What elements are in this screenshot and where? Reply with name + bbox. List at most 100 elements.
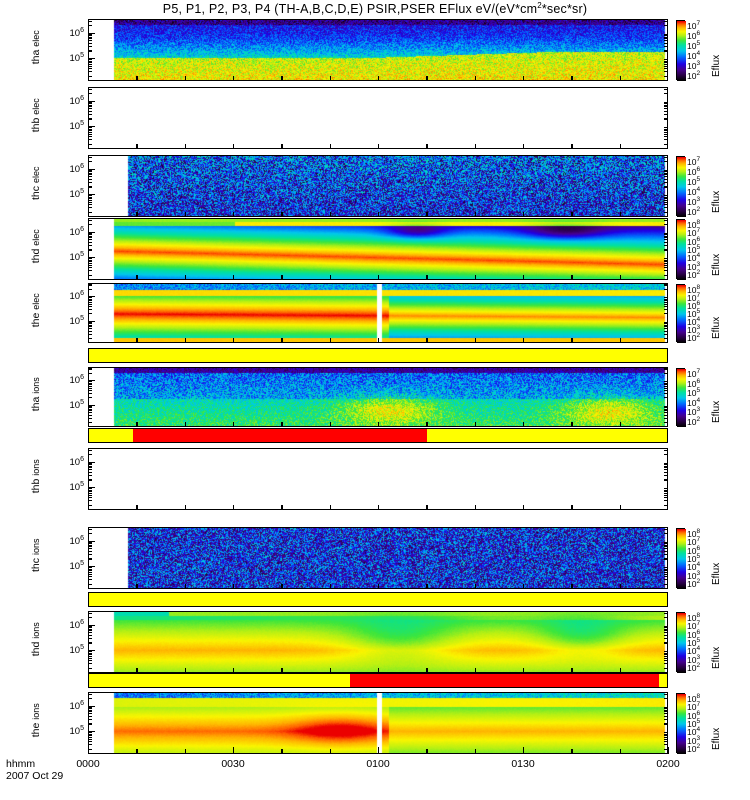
colorbar-tick-labels-thd-ions: 108 107 106 105 104 103 102 <box>687 611 713 673</box>
yaxis-minor-tick <box>664 667 668 669</box>
colorbar-title-text: Eflux <box>711 253 722 276</box>
colorbar-tick-label: 106 <box>687 300 701 311</box>
panel-thb-ions <box>88 448 668 510</box>
yaxis-minor-tick <box>88 464 92 466</box>
yaxis-minor-tick <box>664 576 668 578</box>
xaxis-tick <box>571 584 573 589</box>
yaxis-minor-tick <box>88 106 92 108</box>
yaxis-minor-tick <box>88 651 92 653</box>
yaxis-minor-tick <box>88 543 92 545</box>
yaxis-minor-tick <box>664 24 668 27</box>
yaxis-minor-tick <box>88 479 92 481</box>
yaxis-minor-tick <box>88 260 92 263</box>
xaxis-tick <box>619 275 621 280</box>
colorbar-tick-label: 108 <box>687 612 701 623</box>
yaxis-minor-tick <box>664 464 668 466</box>
yaxis-minor-tick <box>88 303 92 305</box>
colorbar-tick-label: 104 <box>687 645 701 656</box>
yaxis-minor-tick <box>664 384 668 386</box>
yaxis-minor-tick <box>664 732 668 734</box>
yaxis-minor-tick <box>88 270 92 272</box>
yaxis-tick-label: 105 <box>69 314 84 327</box>
xaxis-tick <box>523 584 525 589</box>
colorbar-tick-label: 107 <box>687 701 701 712</box>
yaxis-minor-tick <box>664 462 668 464</box>
yaxis-minor-tick <box>664 372 668 374</box>
colorbar-tick-label: 105 <box>687 40 701 51</box>
yaxis-major-tick <box>88 194 95 196</box>
yaxis-minor-tick <box>88 88 92 90</box>
yaxis-minor-tick <box>88 24 92 27</box>
yaxis-minor-tick <box>88 421 92 424</box>
xaxis-tick <box>184 749 186 754</box>
colorbar-title-text: Eflux <box>711 54 722 77</box>
yaxis-major-tick <box>88 32 95 34</box>
colorbar-tick-label: 104 <box>687 561 701 572</box>
colorbar-tick-label: 103 <box>687 196 701 207</box>
yaxis-label-line1: the <box>29 312 42 328</box>
yaxis-minor-tick <box>664 490 668 493</box>
yaxis-minor-tick <box>88 40 92 42</box>
yaxis-minor-tick <box>664 104 668 106</box>
yaxis-minor-tick <box>88 65 92 67</box>
yaxis-minor-tick <box>664 337 668 340</box>
xaxis-tick <box>136 338 138 343</box>
colorbar-tick-label: 104 <box>687 316 701 327</box>
xaxis-major-tick <box>378 747 380 754</box>
yaxis-minor-tick <box>664 305 668 308</box>
xaxis-tick <box>233 505 235 510</box>
xaxis-tick <box>619 144 621 149</box>
yaxis-minor-tick <box>88 504 92 506</box>
yaxis-minor-tick <box>664 417 668 419</box>
yaxis-label-line2: elec <box>30 166 41 184</box>
yaxis-minor-tick <box>88 381 92 383</box>
xaxis-tick <box>571 212 573 217</box>
yaxis-minor-tick <box>664 219 668 221</box>
yaxis-minor-tick <box>88 174 92 176</box>
yaxis-minor-tick <box>664 715 668 717</box>
xaxis-tick <box>523 668 525 673</box>
xaxis-tick <box>426 668 428 673</box>
yaxis-minor-tick <box>664 568 668 570</box>
yaxis-minor-tick <box>88 736 92 738</box>
yaxis-minor-tick <box>664 264 668 266</box>
yaxis-minor-tick <box>664 708 668 710</box>
yaxis-tick-label: 105 <box>69 644 84 657</box>
yaxis-minor-tick <box>664 492 668 494</box>
yaxis-minor-tick <box>88 129 92 132</box>
xaxis-tick <box>523 275 525 280</box>
yaxis-minor-tick <box>88 249 92 251</box>
yaxis-minor-tick <box>664 106 668 108</box>
yaxis-minor-tick <box>664 127 668 129</box>
yaxis-minor-tick <box>664 136 668 138</box>
yaxis-minor-tick <box>664 579 668 581</box>
yaxis-minor-tick <box>88 453 92 456</box>
colorbar-tick-label: 106 <box>687 629 701 640</box>
yaxis-minor-tick <box>88 204 92 206</box>
status-bar-3 <box>88 592 668 607</box>
panel-thb-elec <box>88 87 668 149</box>
colorbar-tick-label: 106 <box>687 236 701 247</box>
xaxis-tick <box>233 76 235 81</box>
xaxis-major-tick <box>668 747 670 754</box>
yaxis-minor-tick <box>664 734 668 737</box>
xaxis-tick <box>378 76 380 81</box>
xaxis-tick <box>426 422 428 427</box>
xaxis-tick <box>136 505 138 510</box>
yaxis-minor-tick <box>88 274 92 276</box>
yaxis-minor-tick <box>664 573 668 575</box>
status-segment <box>89 593 667 606</box>
panel-thd-ions <box>88 611 668 673</box>
xaxis-tick <box>184 668 186 673</box>
yaxis-label-line2: elec <box>30 293 41 310</box>
yaxis-minor-tick <box>88 20 92 22</box>
yaxis-minor-tick <box>88 744 92 746</box>
yaxis-major-tick <box>88 650 95 652</box>
colorbar-thc-ions <box>676 528 686 589</box>
yaxis-tick-label: 106 <box>69 94 84 107</box>
yaxis-minor-tick <box>88 546 92 548</box>
yaxis-minor-tick <box>664 653 668 656</box>
xaxis-date: 2007 Oct 29 <box>6 770 64 782</box>
yaxis-minor-tick <box>664 693 668 695</box>
yaxis-minor-tick <box>664 736 668 738</box>
